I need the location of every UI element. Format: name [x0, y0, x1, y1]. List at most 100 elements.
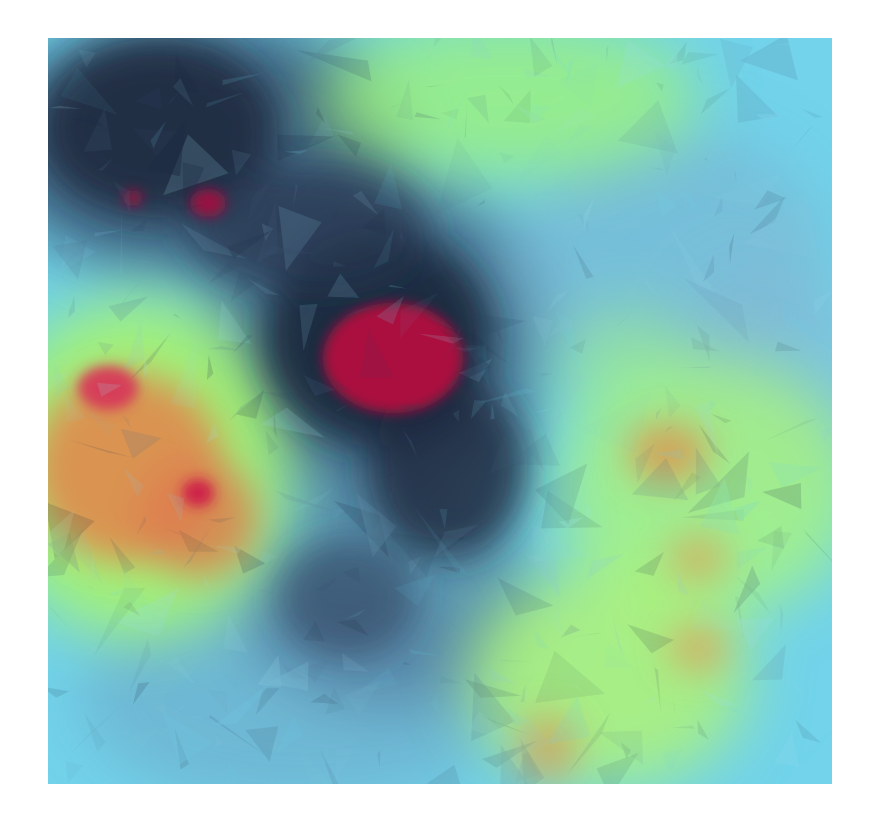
facet-shard: [113, 180, 131, 213]
facet-shard: [421, 311, 464, 334]
facet-shard: [303, 621, 326, 642]
facet-shard: [780, 633, 811, 681]
facet-shard: [560, 624, 581, 638]
facet-shard: [569, 145, 599, 181]
facet-shard: [736, 546, 769, 571]
facet-shard: [174, 728, 189, 770]
facet-shard: [206, 355, 214, 380]
facet-shard: [516, 134, 563, 182]
facet-shard: [262, 392, 315, 401]
facet-shard: [168, 656, 196, 686]
facet-shard: [703, 157, 708, 161]
facet-shard: [616, 307, 636, 328]
facet-shard: [345, 680, 382, 716]
facet-shard: [576, 213, 590, 234]
facet-shard: [330, 375, 352, 391]
facet-shard: [468, 711, 514, 741]
facet-shard: [389, 193, 420, 205]
facet-shard: [779, 603, 784, 637]
facet-shard: [208, 261, 241, 284]
facet-shard: [459, 358, 493, 383]
facet-shard: [627, 624, 674, 654]
facet-shard: [117, 727, 159, 776]
facet-shard: [547, 317, 578, 338]
facet-shard: [697, 675, 701, 690]
facet-shard: [712, 172, 784, 206]
facet-shard: [755, 114, 780, 122]
facet-shard: [678, 571, 689, 597]
facet-shard: [535, 463, 588, 525]
facet-shard: [83, 108, 113, 152]
facet-shard: [576, 653, 592, 689]
facet-shard: [211, 545, 243, 554]
facet-shard: [566, 712, 610, 776]
facet-shard: [567, 633, 603, 638]
facet-shard: [691, 337, 720, 352]
facet-shard: [149, 548, 166, 555]
facet-shard: [438, 328, 462, 349]
facet-shard: [641, 695, 656, 707]
facet-shard: [299, 303, 318, 352]
facet-shard: [160, 619, 164, 633]
facet-shard: [257, 551, 278, 568]
facet-shard: [48, 650, 86, 675]
facet-shard: [163, 134, 229, 196]
facet-shard: [65, 530, 104, 586]
facet-shard: [342, 652, 370, 672]
facet-shard: [256, 201, 279, 264]
facet-shard: [359, 329, 395, 378]
facet-shard: [522, 670, 534, 699]
facet-shard: [48, 370, 73, 393]
facet-shard: [277, 134, 336, 161]
facet-shard: [146, 719, 178, 749]
facet-shard: [546, 695, 591, 745]
facet-shard: [582, 38, 608, 41]
facet-shard: [322, 127, 354, 136]
facet-shard: [498, 151, 514, 164]
facet-shard: [771, 43, 818, 46]
facet-shard: [377, 749, 381, 768]
facet-shard: [388, 284, 408, 289]
facet-shard: [556, 62, 598, 107]
facet-shard: [49, 105, 83, 109]
facet-shard: [374, 164, 403, 210]
facet-shard: [467, 94, 489, 124]
facet-shard: [469, 38, 493, 59]
facet-shard: [788, 126, 813, 154]
facet-shard: [685, 456, 695, 474]
facet-shard: [779, 326, 792, 333]
facet-shard: [332, 261, 347, 267]
facet-shard: [227, 230, 272, 259]
facet-shard: [532, 316, 553, 346]
facet-shard: [631, 458, 689, 501]
facet-shard: [452, 409, 460, 422]
facet-shard: [655, 187, 677, 219]
facet-shard: [308, 116, 335, 146]
facet-shard: [209, 88, 253, 101]
facet-shard: [696, 66, 703, 85]
facet-shard: [503, 89, 531, 123]
facet-shard: [84, 407, 114, 439]
facet-shard: [136, 515, 147, 536]
facet-shard: [402, 429, 418, 458]
facet-shard: [520, 739, 545, 784]
warm-zones: [48, 373, 728, 783]
facet-shard: [203, 574, 212, 589]
facet-shard: [447, 356, 491, 388]
facet-shard: [334, 500, 389, 558]
facet-shard: [192, 533, 225, 581]
facet-shard: [699, 477, 740, 535]
facet-shard: [506, 433, 560, 466]
facet-shard: [735, 576, 771, 614]
facet-shard: [133, 128, 178, 156]
facet-shard: [65, 394, 88, 423]
facet-shard: [263, 245, 316, 256]
facet-shard: [454, 347, 479, 352]
facet-shard: [395, 404, 422, 414]
facet-shard: [520, 682, 526, 703]
facet-shard: [436, 533, 465, 552]
facet-shard: [576, 522, 583, 542]
facet-shard: [752, 644, 786, 681]
facet-shard: [207, 346, 240, 351]
facet-shard: [500, 744, 529, 784]
